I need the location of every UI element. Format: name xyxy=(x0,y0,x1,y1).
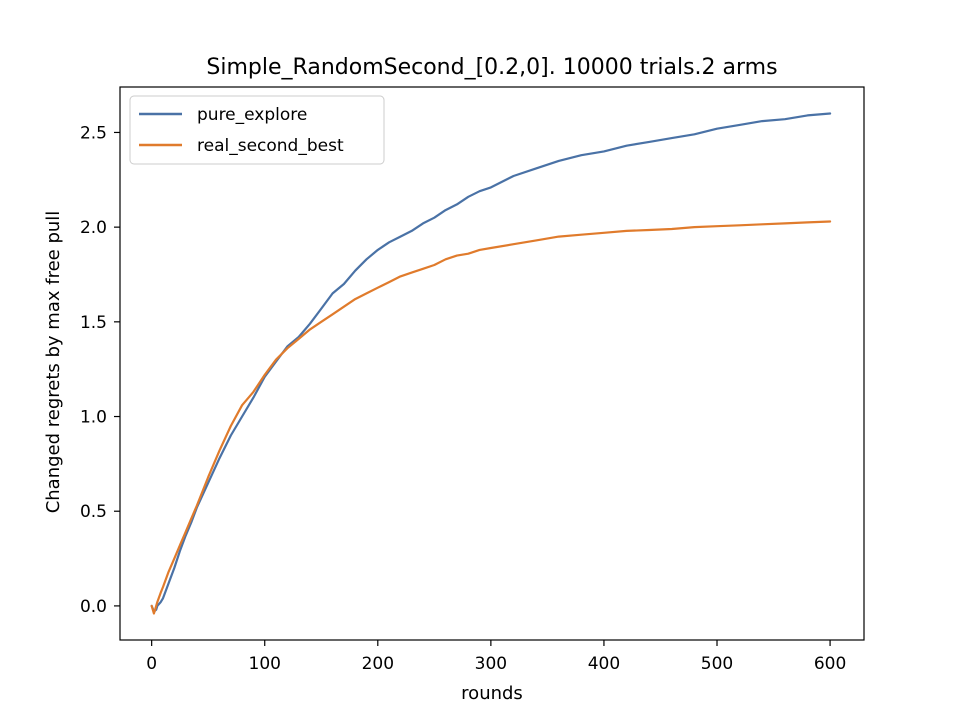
legend-label-pure-explore: pure_explore xyxy=(197,105,307,125)
y-tick-label: 0.5 xyxy=(80,502,107,522)
y-axis-label: Changed regrets by max free pull xyxy=(43,211,64,514)
legend-label-real-second-best: real_second_best xyxy=(197,136,344,156)
x-tick-label: 600 xyxy=(814,654,846,674)
y-tick-label: 1.0 xyxy=(80,408,107,428)
y-tick-label: 2.5 xyxy=(80,123,107,143)
series-line-real-second-best xyxy=(150,220,832,615)
x-tick-label: 200 xyxy=(362,654,394,674)
x-axis-label: rounds xyxy=(461,683,523,704)
plot-area xyxy=(150,112,832,615)
y-tick-label: 2.0 xyxy=(80,218,107,238)
y-tick-label: 1.5 xyxy=(80,313,107,333)
x-tick-label: 400 xyxy=(588,654,620,674)
y-tick-label: 0.0 xyxy=(80,597,107,617)
chart-title: Simple_RandomSecond_[0.2,0]. 10000 trial… xyxy=(206,55,777,80)
x-tick-label: 100 xyxy=(249,654,281,674)
series-line-pure-explore xyxy=(150,112,832,613)
axes: 0 100 200 300 400 500 600 0.0 0.5 1.0 1.5 2.0 2.5 xyxy=(80,86,865,674)
legend: pure_explore real_second_best xyxy=(129,95,385,165)
x-tick-label: 300 xyxy=(475,654,507,674)
x-tick-label: 500 xyxy=(701,654,733,674)
x-tick-label: 0 xyxy=(146,654,157,674)
legend-box xyxy=(129,95,385,165)
axes-frame xyxy=(119,86,865,641)
